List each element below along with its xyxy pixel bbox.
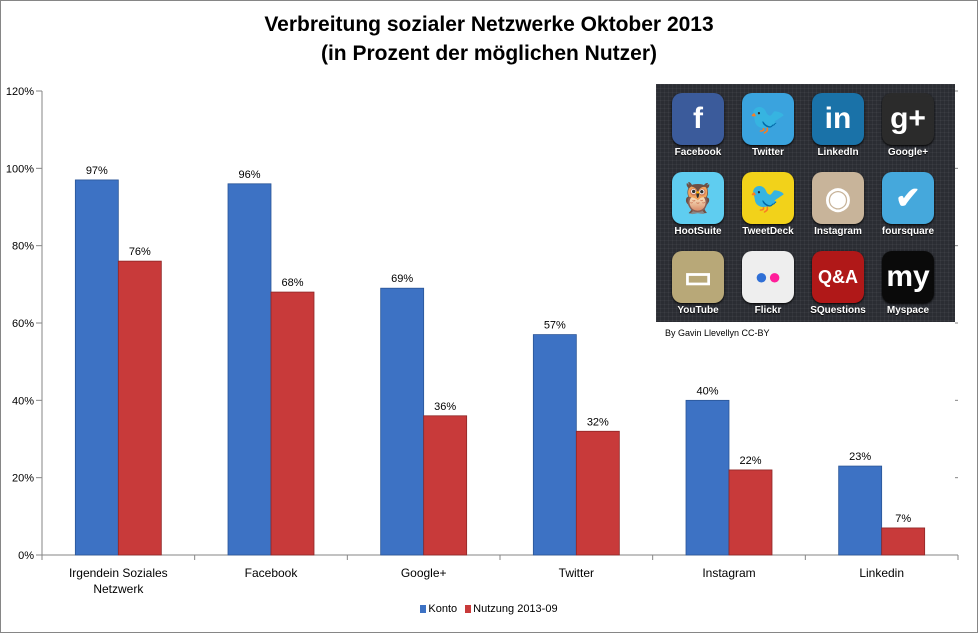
bar-konto (838, 465, 883, 556)
instagram-icon: ◉ (812, 172, 864, 224)
bar-konto (227, 183, 272, 556)
hootsuite-icon: 🦉 (672, 172, 724, 224)
data-label: 68% (281, 277, 303, 289)
y-tick-label: 60% (12, 318, 34, 330)
app-label: TweetDeck (742, 226, 794, 237)
app-label: LinkedIn (817, 147, 859, 158)
tweetdeck-icon: 🐦 (742, 172, 794, 224)
bar-nutzung (881, 527, 926, 556)
youtube-icon: ▭ (672, 251, 724, 303)
data-label: 32% (587, 416, 609, 428)
legend: Konto Nutzung 2013-09 (0, 603, 978, 615)
app-label: Facebook (674, 147, 722, 158)
bar-nutzung (575, 430, 620, 556)
app-squestions: Q&A SQuestions (803, 251, 873, 316)
google-icon: g+ (882, 93, 934, 145)
app-label: Flickr (754, 305, 782, 316)
x-tick-label: Netzwerk (93, 582, 144, 596)
app-icons-image: f Facebook 🐦 Twitter in LinkedIn g+ Google+ 🦉 Hoo… (656, 84, 955, 322)
app-flickr: ● ● Flickr (733, 251, 803, 316)
bar-nutzung (728, 469, 773, 556)
y-tick-label: 80% (12, 241, 34, 253)
data-label: 69% (391, 273, 413, 285)
data-label: 23% (849, 451, 871, 463)
data-label: 76% (129, 246, 151, 258)
data-label: 40% (696, 385, 718, 397)
chart-subtitle: (in Prozent der möglichen Nutzer) (320, 42, 658, 65)
app-linkedin: in LinkedIn (803, 93, 873, 158)
legend-item-nutzung: Nutzung 2013-09 (465, 603, 558, 615)
facebook-icon: f (672, 93, 724, 145)
foursquare-icon: ✔ (882, 172, 934, 224)
app-label: HootSuite (674, 226, 722, 237)
linkedin-icon: in (812, 93, 864, 145)
x-tick-label: Facebook (245, 566, 299, 580)
data-label: 96% (238, 169, 260, 181)
twitter-icon: 🐦 (742, 93, 794, 145)
legend-label: Nutzung 2013-09 (473, 603, 558, 615)
app-youtube: ▭ YouTube (663, 251, 733, 316)
bar-nutzung (270, 291, 315, 556)
app-label: YouTube (677, 305, 719, 316)
legend-swatch (465, 605, 472, 613)
bar-konto (685, 399, 730, 556)
app-tweetdeck: 🐦 TweetDeck (733, 172, 803, 237)
bar-nutzung (423, 415, 468, 556)
bar-konto (380, 287, 425, 556)
legend-swatch (420, 605, 427, 613)
app-hootsuite: 🦉 HootSuite (663, 172, 733, 237)
app-twitter: 🐦 Twitter (733, 93, 803, 158)
x-tick-label: Instagram (702, 566, 755, 580)
app-instagram: ◉ Instagram (803, 172, 873, 237)
legend-label: Konto (428, 603, 458, 615)
x-tick-label: Linkedin (859, 566, 904, 580)
squestions-icon: Q&A (812, 251, 864, 303)
app-label: Google+ (887, 147, 929, 158)
app-myspace: my Myspace (873, 251, 943, 316)
y-tick-label: 120% (6, 86, 34, 98)
x-tick-label: Twitter (559, 566, 594, 580)
data-label: 7% (895, 513, 911, 525)
bar-nutzung (117, 260, 162, 556)
app-label: SQuestions (810, 305, 866, 316)
bar-konto (532, 334, 577, 556)
data-label: 36% (434, 401, 456, 413)
y-tick-label: 20% (12, 473, 34, 485)
y-tick-label: 100% (6, 163, 34, 175)
x-tick-label: Irgendein Soziales (69, 566, 168, 580)
app-label: Instagram (814, 226, 862, 237)
y-tick-label: 40% (12, 395, 34, 407)
legend-item-konto: Konto (420, 603, 457, 615)
y-tick-label: 0% (18, 550, 34, 562)
app-foursquare: ✔ foursquare (873, 172, 943, 237)
app-facebook: f Facebook (663, 93, 733, 158)
image-credit: By Gavin Llevellyn CC-BY (665, 328, 770, 338)
chart-title: Verbreitung sozialer Netzwerke Oktober 2… (264, 13, 714, 36)
data-label: 97% (86, 165, 108, 177)
bar-konto (74, 179, 119, 556)
myspace-icon: my (882, 251, 934, 303)
app-label: Twitter (751, 147, 785, 158)
data-label: 57% (544, 320, 566, 332)
x-tick-label: Google+ (401, 566, 447, 580)
flickr-icon: ● ● (742, 251, 794, 303)
app-google: g+ Google+ (873, 93, 943, 158)
app-label: Myspace (886, 305, 930, 316)
app-label: foursquare (881, 226, 935, 237)
data-label: 22% (739, 455, 761, 467)
